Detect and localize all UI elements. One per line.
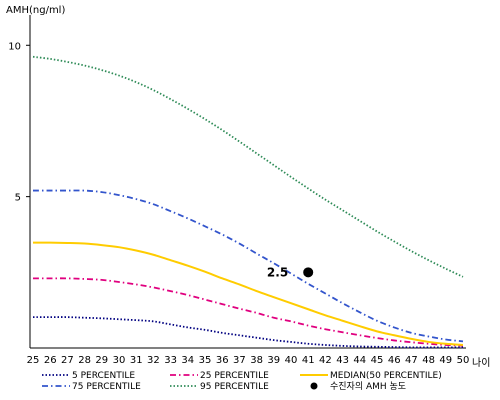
patient-amh-value-label: 2.5 — [267, 265, 288, 279]
x-tick-label: 36 — [216, 355, 229, 366]
x-tick-label: 45 — [371, 355, 384, 366]
x-tick-label: 37 — [233, 355, 246, 366]
series-lines — [32, 55, 464, 349]
series-line-75-percentile — [33, 189, 464, 343]
annotation: 2.5 — [267, 265, 314, 279]
x-tick-label: 29 — [95, 355, 108, 366]
y-axis-title: AMH(ng/ml) — [6, 5, 65, 16]
x-tick-label: 41 — [302, 355, 315, 366]
y-tick-label: 10 — [8, 41, 21, 52]
legend-label: 5 PERCENTILE — [72, 371, 135, 381]
legend-label: 25 PERCENTILE — [200, 371, 269, 381]
patient-amh-point — [303, 267, 314, 278]
x-tick-label: 48 — [422, 355, 435, 366]
y-tick-label: 5 — [15, 193, 21, 204]
x-tick-label: 43 — [336, 355, 349, 366]
legend-label: 수진자의 AMH 농도 — [330, 381, 406, 392]
x-tick-label: 28 — [78, 355, 91, 366]
legend-marker — [310, 382, 318, 390]
x-tick-label: 31 — [130, 355, 143, 366]
x-tick-label: 39 — [267, 355, 280, 366]
axes: AMH(ng/ml) 나이 — [6, 5, 490, 369]
x-tick-label: 35 — [199, 355, 212, 366]
x-tick-label: 44 — [353, 355, 366, 366]
x-tick-label: 34 — [181, 355, 194, 366]
legend-label: 75 PERCENTILE — [72, 382, 141, 392]
series-line-5-percentile — [33, 316, 463, 349]
x-tick-label: 33 — [164, 355, 177, 366]
legend-label: MEDIAN(50 PERCENTILE) — [330, 371, 442, 381]
x-tick-label: 46 — [388, 355, 401, 366]
legend-label: 95 PERCENTILE — [200, 382, 269, 392]
x-tick-label: 50 — [457, 355, 470, 366]
x-tick-label: 42 — [319, 355, 332, 366]
x-tick-label: 26 — [44, 355, 57, 366]
tick-labels: 25 26 27 28 29 30 31 32 33 34 35 36 37 38 39 40 41 42 43 44… — [8, 41, 469, 366]
series-line-median-50-percentile — [32, 241, 464, 346]
x-tick-label: 47 — [405, 355, 418, 366]
legend: 5 PERCENTILE 25 PERCENTILE MEDIAN(50 PERCE… — [42, 371, 442, 392]
x-tick-label: 27 — [61, 355, 74, 366]
x-tick-label: 38 — [250, 355, 263, 366]
x-axis-title: 나이 — [472, 357, 490, 369]
x-tick-label: 49 — [439, 355, 452, 366]
x-tick-label: 32 — [147, 355, 160, 366]
x-tick-label: 40 — [285, 355, 298, 366]
x-tick-label: 25 — [27, 355, 40, 366]
series-line-25-percentile — [33, 277, 464, 347]
x-tick-label: 30 — [113, 355, 126, 366]
